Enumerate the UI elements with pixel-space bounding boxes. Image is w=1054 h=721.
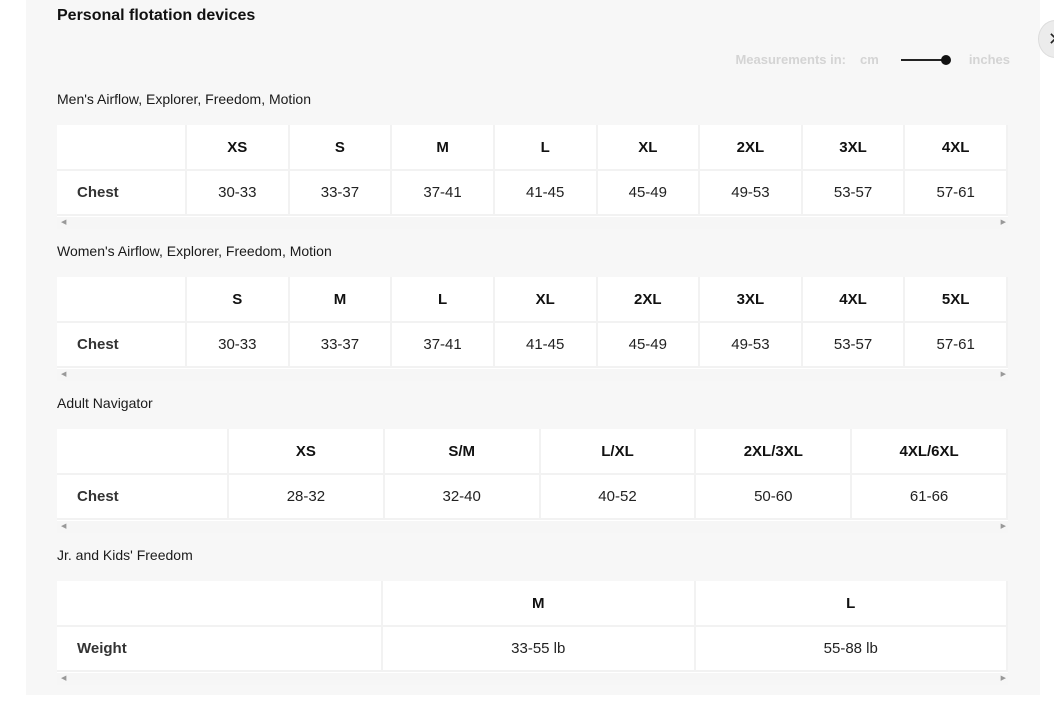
table: XS S M L XL 2XL 3XL 4XL Chest 30-33 33-3… xyxy=(57,125,1008,216)
header-empty xyxy=(57,429,229,475)
header-cell: XL xyxy=(493,277,598,323)
header-cell: M xyxy=(391,125,495,171)
table-row: Chest 28-32 32-40 40-52 50-60 61-66 xyxy=(57,474,1008,520)
size-table-womens: S M L XL 2XL 3XL 4XL 5XL Chest 30-33 33-… xyxy=(57,277,1008,381)
table-cell: 41-45 xyxy=(493,170,598,216)
header-empty xyxy=(57,581,383,627)
scroll-right-icon[interactable]: ▶ xyxy=(1000,675,1006,682)
page-title: Personal flotation devices xyxy=(57,7,256,24)
table-cell: 57-61 xyxy=(904,322,1008,368)
table-cell: 57-61 xyxy=(904,170,1008,216)
horizontal-scrollbar[interactable]: ◀ ▶ xyxy=(57,217,1008,229)
header-empty xyxy=(57,125,187,171)
toggle-track xyxy=(900,58,947,61)
header-cell: 3XL xyxy=(801,125,906,171)
table-row: Weight 33-55 lb 55-88 lb xyxy=(57,626,1008,672)
size-table-mens: XS S M L XL 2XL 3XL 4XL Chest 30-33 33-3… xyxy=(57,125,1008,229)
header-row: M L xyxy=(57,581,1008,627)
table-cell: 33-37 xyxy=(288,170,393,216)
close-button[interactable]: ✕ xyxy=(1038,20,1054,58)
header-cell: 4XL xyxy=(801,277,906,323)
measurements-label: Measurements in: xyxy=(735,52,847,67)
row-label: Chest xyxy=(57,474,229,520)
table-row: Chest 30-33 33-37 37-41 41-45 45-49 49-5… xyxy=(57,322,1008,368)
section-title-womens: Women's Airflow, Explorer, Freedom, Moti… xyxy=(57,243,332,259)
section-title-mens: Men's Airflow, Explorer, Freedom, Motion xyxy=(57,91,311,107)
scroll-left-icon[interactable]: ◀ xyxy=(61,675,67,682)
row-label: Chest xyxy=(57,322,187,368)
header-cell: M xyxy=(382,581,696,627)
table-cell: 33-37 xyxy=(288,322,393,368)
row-label: Weight xyxy=(57,626,383,672)
size-table-navigator: XS S/M L/XL 2XL/3XL 4XL/6XL Chest 28-32 … xyxy=(57,429,1008,533)
table-cell: 49-53 xyxy=(699,170,803,216)
row-label: Chest xyxy=(57,170,187,216)
table-cell: 49-53 xyxy=(699,322,803,368)
header-row: S M L XL 2XL 3XL 4XL 5XL xyxy=(57,277,1008,323)
unit-inches-option[interactable]: inches xyxy=(968,52,1010,67)
scroll-left-icon[interactable]: ◀ xyxy=(61,371,67,378)
table-cell: 30-33 xyxy=(186,322,290,368)
header-cell: XS xyxy=(228,429,385,475)
header-cell: S xyxy=(186,277,290,323)
table-cell: 55-88 lb xyxy=(694,626,1008,672)
header-cell: S xyxy=(288,125,393,171)
table-cell: 53-57 xyxy=(801,322,906,368)
header-cell: XS xyxy=(186,125,290,171)
scroll-left-icon[interactable]: ◀ xyxy=(61,219,67,226)
header-cell: 2XL xyxy=(699,125,803,171)
size-table-kids: M L Weight 33-55 lb 55-88 lb ◀ ▶ xyxy=(57,581,1008,685)
header-row: XS S M L XL 2XL 3XL 4XL xyxy=(57,125,1008,171)
table-cell: 32-40 xyxy=(383,474,541,520)
table: XS S/M L/XL 2XL/3XL 4XL/6XL Chest 28-32 … xyxy=(57,429,1008,520)
table-row: Chest 30-33 33-37 37-41 41-45 45-49 49-5… xyxy=(57,170,1008,216)
header-cell: L xyxy=(694,581,1008,627)
scroll-left-icon[interactable]: ◀ xyxy=(61,523,67,530)
scroll-right-icon[interactable]: ▶ xyxy=(1000,523,1006,530)
table-cell: 33-55 lb xyxy=(382,626,696,672)
close-icon: ✕ xyxy=(1048,29,1054,50)
horizontal-scrollbar[interactable]: ◀ ▶ xyxy=(57,673,1008,685)
header-cell: L/XL xyxy=(539,429,697,475)
table-cell: 45-49 xyxy=(596,170,701,216)
section-title-navigator: Adult Navigator xyxy=(57,395,153,411)
header-cell: S/M xyxy=(383,429,541,475)
table: S M L XL 2XL 3XL 4XL 5XL Chest 30-33 33-… xyxy=(57,277,1008,368)
table-cell: 40-52 xyxy=(539,474,697,520)
header-cell: L xyxy=(391,277,495,323)
scroll-right-icon[interactable]: ▶ xyxy=(1000,219,1006,226)
header-cell: 4XL/6XL xyxy=(851,429,1008,475)
unit-cm-option[interactable]: cm xyxy=(860,52,879,67)
header-cell: XL xyxy=(596,125,701,171)
table-cell: 30-33 xyxy=(186,170,290,216)
table-cell: 61-66 xyxy=(851,474,1008,520)
header-cell: 5XL xyxy=(904,277,1008,323)
horizontal-scrollbar[interactable]: ◀ ▶ xyxy=(57,521,1008,533)
measurement-toggle-group: Measurements in: cm inches xyxy=(735,52,1010,67)
header-row: XS S/M L/XL 2XL/3XL 4XL/6XL xyxy=(57,429,1008,475)
table-cell: 37-41 xyxy=(391,170,495,216)
header-cell: 4XL xyxy=(904,125,1008,171)
table-cell: 28-32 xyxy=(228,474,385,520)
size-chart-panel: Personal flotation devices Measurements … xyxy=(26,0,1040,695)
header-cell: M xyxy=(288,277,393,323)
toggle-knob xyxy=(940,54,951,65)
header-cell: 3XL xyxy=(699,277,803,323)
table-cell: 45-49 xyxy=(596,322,701,368)
header-cell: L xyxy=(493,125,598,171)
header-cell: 2XL xyxy=(596,277,701,323)
section-title-kids: Jr. and Kids' Freedom xyxy=(57,547,193,563)
header-cell: 2XL/3XL xyxy=(695,429,853,475)
table-cell: 41-45 xyxy=(493,322,598,368)
table: M L Weight 33-55 lb 55-88 lb xyxy=(57,581,1008,672)
unit-toggle-switch[interactable] xyxy=(900,54,951,66)
table-cell: 37-41 xyxy=(391,322,495,368)
header-empty xyxy=(57,277,187,323)
table-cell: 50-60 xyxy=(695,474,853,520)
table-cell: 53-57 xyxy=(801,170,906,216)
scroll-right-icon[interactable]: ▶ xyxy=(1000,371,1006,378)
horizontal-scrollbar[interactable]: ◀ ▶ xyxy=(57,369,1008,381)
